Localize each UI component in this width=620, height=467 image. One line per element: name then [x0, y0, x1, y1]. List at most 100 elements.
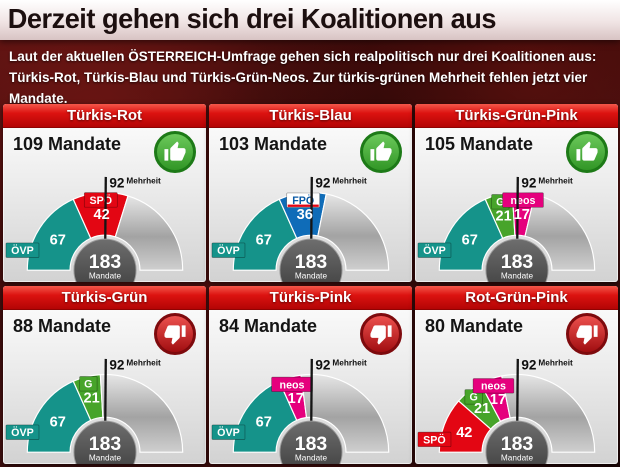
verdict-icon	[565, 130, 609, 174]
total-value: 183	[500, 433, 533, 455]
verdict-icon	[153, 130, 197, 174]
majority-needle	[309, 358, 313, 433]
coalition-title: Türkis-Rot	[3, 104, 206, 128]
svg-text:ÖVP: ÖVP	[423, 244, 446, 257]
majority-needle	[515, 176, 519, 251]
svg-text:G: G	[469, 392, 477, 404]
segment-rest	[316, 193, 389, 271]
thumb-up-icon	[566, 131, 608, 173]
verdict-icon	[153, 312, 197, 356]
mandate-count: 88 Mandate	[13, 316, 112, 336]
coalition-title: Türkis-Pink	[209, 286, 412, 310]
party-label-spoe: SPÖ	[83, 192, 118, 208]
svg-text:G: G	[496, 197, 504, 209]
segment-value: 67	[49, 414, 65, 430]
majority-needle	[103, 176, 107, 251]
party-label-g: G	[78, 376, 97, 392]
majority-value: 92	[315, 358, 331, 373]
majority-label: Mehrheit	[332, 177, 367, 186]
party-label-neos: neos	[501, 192, 544, 208]
segment-rest	[99, 373, 183, 453]
total-label: Mandate	[294, 453, 327, 462]
mandate-count: 80 Mandate	[425, 316, 524, 336]
segment-value: 42	[93, 207, 109, 223]
title-band: Derzeit gehen sich drei Koalitionen aus	[0, 0, 620, 40]
segment-value: 67	[461, 232, 477, 248]
segment-value: 17	[287, 391, 303, 407]
total-value: 183	[294, 251, 327, 273]
total-label: Mandate	[88, 453, 121, 462]
coalition-grid: Türkis-Rot 109 Mandate ÖVP SPÖ 92 Mehrheit 67 4…	[3, 104, 618, 464]
party-label-oevp: ÖVP	[417, 242, 451, 258]
segment-value: 36	[296, 207, 312, 223]
party-label-neos: neos	[270, 376, 313, 393]
majority-needle	[103, 358, 107, 433]
majority-value: 92	[521, 176, 537, 191]
party-label-oevp: ÖVP	[211, 424, 245, 440]
total-value: 183	[88, 433, 121, 455]
majority-label: Mehrheit	[126, 177, 161, 186]
coalition-title: Rot-Grün-Pink	[415, 286, 618, 310]
majority-value: 92	[315, 176, 331, 191]
segment-value: 17	[489, 392, 505, 408]
segment-value: 42	[456, 425, 472, 441]
mandate-count: 103 Mandate	[219, 134, 328, 154]
coalition-card: Türkis-Pink 84 Mandate ÖVP neos 92 Mehrheit 67…	[209, 286, 412, 464]
segment-value: 67	[49, 232, 65, 248]
thumb-down-icon	[566, 313, 608, 355]
verdict-icon	[565, 312, 609, 356]
gauge-container: ÖVP G 92 Mehrheit 67 21 183 Mandate	[4, 351, 206, 464]
total-circle	[278, 420, 343, 464]
mandate-count: 84 Mandate	[219, 316, 318, 336]
total-value: 183	[294, 433, 327, 455]
segment-rest	[299, 373, 389, 453]
svg-text:SPÖ: SPÖ	[423, 433, 446, 446]
majority-label: Mehrheit	[126, 359, 161, 368]
coalition-card: Türkis-Rot 109 Mandate ÖVP SPÖ 92 Mehrheit 67 4…	[3, 104, 206, 282]
svg-text:neos: neos	[480, 381, 505, 393]
coalition-card: Türkis-Grün 88 Mandate ÖVP G 92 Mehrheit 67 21 1…	[3, 286, 206, 464]
party-label-fpoe: FPÖ	[285, 192, 320, 208]
svg-text:ÖVP: ÖVP	[11, 244, 34, 257]
page-subtitle: Laut der aktuellen ÖSTERREICH-Umfrage ge…	[9, 49, 597, 106]
party-label-neos: neos	[472, 378, 514, 394]
party-label-oevp: ÖVP	[211, 242, 245, 258]
segment-value: 21	[83, 390, 99, 406]
party-label-oevp: ÖVP	[5, 424, 39, 440]
majority-value: 92	[521, 358, 537, 373]
mandate-count: 105 Mandate	[425, 134, 534, 154]
majority-label: Mehrheit	[538, 359, 573, 368]
gauge-container: ÖVP FPÖ 92 Mehrheit 67 36 183 Mandate	[210, 169, 412, 282]
majority-label: Mehrheit	[332, 359, 367, 368]
total-circle	[484, 420, 549, 464]
majority-needle	[309, 176, 313, 251]
verdict-icon	[359, 312, 403, 356]
svg-text:neos: neos	[510, 195, 535, 207]
svg-text:ÖVP: ÖVP	[217, 244, 240, 257]
segment-rest	[114, 195, 183, 271]
segment-rest	[500, 373, 595, 453]
page-title: Derzeit gehen sich drei Koalitionen aus	[7, 3, 497, 34]
svg-text:ÖVP: ÖVP	[11, 426, 34, 439]
total-label: Mandate	[294, 271, 327, 280]
total-circle	[72, 420, 137, 464]
thumb-down-icon	[360, 313, 402, 355]
total-value: 183	[88, 251, 121, 273]
majority-value: 92	[109, 176, 125, 191]
party-label-spoe: SPÖ	[417, 431, 451, 448]
segment-value: 17	[513, 207, 529, 223]
party-label-oevp: ÖVP	[5, 242, 39, 258]
coalition-title: Türkis-Grün-Pink	[415, 104, 618, 128]
coalition-title: Türkis-Grün	[3, 286, 206, 310]
thumb-down-icon	[154, 313, 196, 355]
svg-text:neos: neos	[279, 379, 304, 391]
total-circle	[72, 238, 137, 282]
segment-value: 67	[255, 414, 271, 430]
